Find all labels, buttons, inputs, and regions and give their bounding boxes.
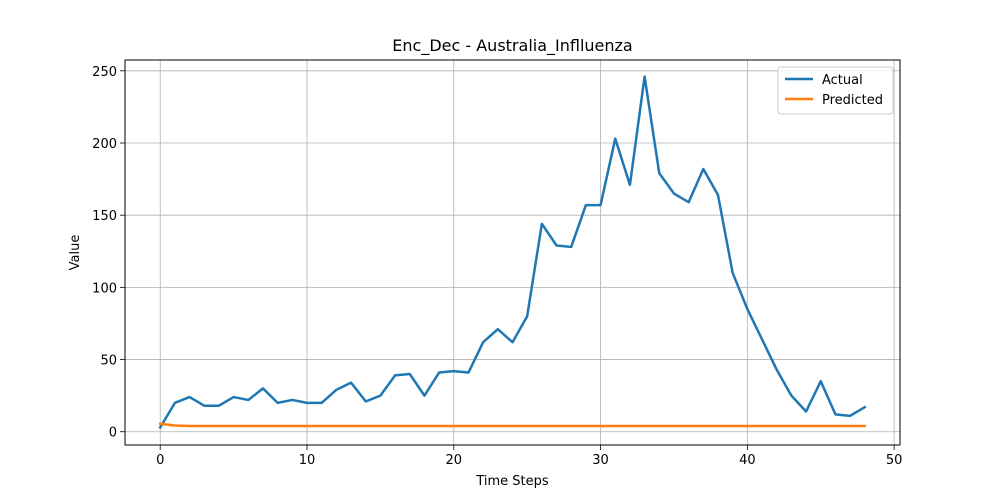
grid bbox=[125, 60, 900, 445]
y-tick-label: 100 bbox=[92, 281, 117, 296]
legend: Actual Predicted bbox=[777, 66, 894, 115]
x-tick-label: 0 bbox=[156, 453, 164, 468]
x-tick-label: 20 bbox=[446, 453, 463, 468]
legend-label-actual: Actual bbox=[822, 73, 863, 88]
series-line-predicted bbox=[158, 422, 867, 428]
chart-title: Enc_Dec - Australia_Inflluenza bbox=[392, 36, 632, 56]
x-tick-label: 50 bbox=[886, 453, 903, 468]
y-tick-label: 50 bbox=[100, 354, 117, 369]
legend-label-predicted: Predicted bbox=[822, 93, 883, 108]
y-tick-label: 200 bbox=[92, 137, 117, 152]
axis-ticks: 0 10 20 30 40 50 0 50 100 150 200 250 bbox=[92, 65, 902, 468]
plot-frame bbox=[124, 59, 901, 446]
x-tick-label: 10 bbox=[299, 453, 316, 468]
y-tick-label: 150 bbox=[92, 209, 117, 224]
series-lines bbox=[158, 75, 867, 430]
x-tick-label: 40 bbox=[739, 453, 756, 468]
x-tick-label: 30 bbox=[592, 453, 609, 468]
x-axis-label: Time Steps bbox=[475, 474, 549, 489]
series-line-actual bbox=[158, 75, 867, 430]
y-tick-label: 250 bbox=[92, 65, 117, 80]
y-tick-label: 0 bbox=[109, 426, 117, 441]
y-axis-label: Value bbox=[68, 235, 83, 271]
